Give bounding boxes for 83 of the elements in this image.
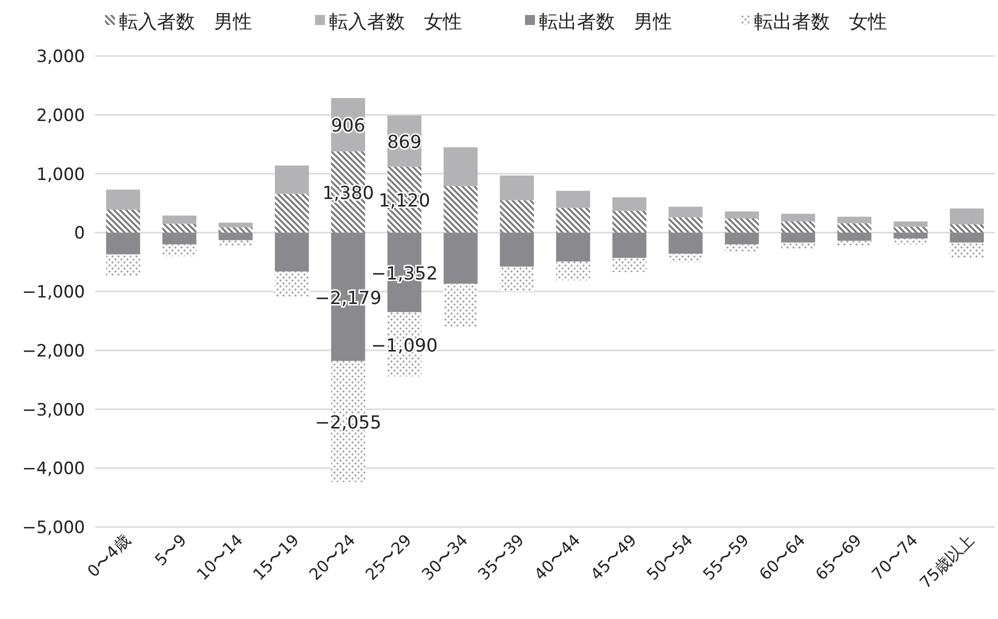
bar bbox=[612, 258, 646, 272]
bar bbox=[837, 232, 872, 241]
y-tick-label: 2,000 bbox=[36, 106, 85, 126]
bar bbox=[724, 218, 759, 233]
data-label: 906 bbox=[330, 116, 366, 137]
bar bbox=[612, 197, 646, 211]
bar bbox=[781, 242, 816, 249]
bar bbox=[218, 232, 253, 240]
bar bbox=[500, 200, 534, 233]
legend-label: 転入者数 男性 bbox=[119, 11, 252, 33]
legend-label: 転入者数 女性 bbox=[329, 11, 462, 33]
bar bbox=[218, 227, 253, 233]
bar bbox=[218, 222, 253, 228]
bar bbox=[894, 238, 928, 244]
bar bbox=[162, 232, 196, 244]
bar bbox=[612, 232, 646, 258]
x-tick-label: 30〜34 bbox=[418, 530, 472, 584]
bar bbox=[444, 147, 478, 186]
x-tick-label: 45〜49 bbox=[586, 530, 640, 584]
bar bbox=[106, 210, 140, 233]
x-tick-label: 5〜9 bbox=[151, 530, 190, 570]
bar bbox=[837, 216, 872, 224]
x-tick-label: 50〜54 bbox=[642, 530, 696, 584]
bar bbox=[162, 244, 196, 256]
bar bbox=[274, 232, 309, 272]
y-tick-label: −5,000 bbox=[22, 518, 85, 538]
x-tick-label: 15〜19 bbox=[249, 530, 303, 584]
bar bbox=[781, 232, 816, 243]
x-tick-label: 25〜29 bbox=[362, 530, 416, 584]
data-label: −2,055 bbox=[314, 412, 382, 434]
bar bbox=[950, 232, 984, 243]
bar bbox=[781, 214, 816, 222]
y-tick-label: −1,000 bbox=[22, 282, 85, 302]
bar bbox=[724, 232, 759, 244]
y-tick-label: 0 bbox=[74, 224, 85, 244]
bar bbox=[106, 190, 140, 210]
x-tick-label: 75歳以上 bbox=[916, 530, 978, 592]
bar bbox=[781, 221, 816, 233]
x-tick-label: 10〜14 bbox=[192, 530, 246, 584]
x-tick-label: 20〜24 bbox=[305, 530, 359, 584]
bar bbox=[556, 261, 590, 280]
bar bbox=[950, 224, 984, 233]
x-tick-label: 55〜59 bbox=[699, 530, 753, 584]
bar bbox=[500, 266, 534, 292]
legend-label: 転出者数 男性 bbox=[539, 11, 672, 33]
bar bbox=[724, 244, 759, 253]
bar bbox=[894, 232, 928, 239]
bar bbox=[274, 194, 309, 233]
bar bbox=[162, 216, 196, 224]
y-tick-label: −4,000 bbox=[22, 459, 85, 480]
bar bbox=[894, 226, 928, 233]
y-tick-label: 1,000 bbox=[36, 164, 85, 185]
y-tick-label: 3,000 bbox=[36, 47, 85, 67]
data-label: −1,090 bbox=[371, 335, 438, 356]
bar bbox=[894, 221, 928, 227]
bar bbox=[556, 208, 590, 233]
bar bbox=[162, 224, 196, 233]
bar bbox=[950, 208, 984, 224]
legend-label: 転出者数 女性 bbox=[754, 11, 887, 33]
bar bbox=[668, 206, 703, 218]
bar bbox=[668, 217, 703, 233]
bar bbox=[106, 232, 140, 254]
x-tick-label: 0〜4歳 bbox=[83, 530, 134, 581]
bar bbox=[837, 223, 872, 233]
bar bbox=[668, 232, 703, 254]
bar bbox=[500, 232, 534, 267]
y-tick-label: −2,000 bbox=[22, 341, 85, 362]
x-tick-label: 60〜64 bbox=[755, 530, 809, 584]
data-label: 869 bbox=[387, 132, 422, 154]
bar bbox=[668, 254, 703, 262]
bar bbox=[556, 190, 590, 208]
bar bbox=[500, 176, 534, 200]
bar bbox=[612, 210, 646, 233]
bar bbox=[724, 211, 759, 218]
x-tick-label: 65〜69 bbox=[812, 530, 866, 584]
bar bbox=[106, 254, 140, 276]
x-tick-label: 35〜39 bbox=[474, 530, 528, 584]
x-tick-label: 40〜44 bbox=[530, 530, 584, 584]
bar bbox=[556, 232, 590, 262]
bar bbox=[444, 186, 478, 233]
bar bbox=[274, 166, 309, 194]
bar bbox=[444, 232, 478, 284]
y-tick-label: −3,000 bbox=[22, 400, 85, 420]
